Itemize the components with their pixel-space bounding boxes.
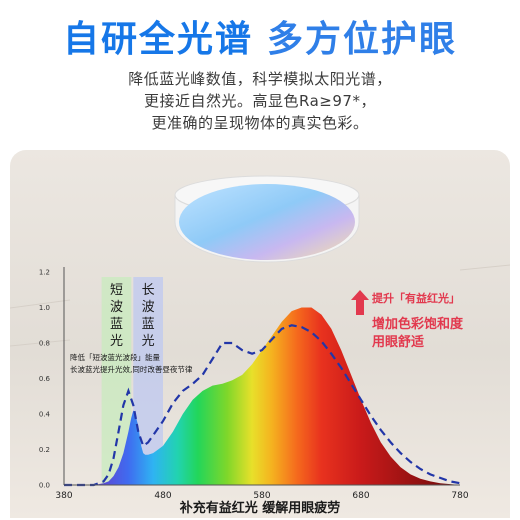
band-note-line-2: 长波蓝光提升光效,同时改善昼夜节律 (70, 364, 193, 374)
annotation-main-line-2: 用眼舒适 (371, 334, 424, 350)
headline-part1: 自研全光谱 (62, 19, 253, 60)
band-note-line-1: 降低「短波蓝光波段」能量 (70, 352, 160, 362)
subtitle-line-2: 更接近自然光。高显色Ra≥97*， (144, 92, 376, 110)
band-label-char: 光 (142, 334, 155, 349)
annotation-main-line-1: 增加色彩饱和度 (372, 316, 464, 332)
subtitle-line-3: 更准确的呈现物体的真实色彩。 (151, 114, 369, 132)
y-tick-label: 0.2 (39, 446, 50, 454)
y-tick-label: 0.6 (39, 375, 51, 383)
band-label-char: 波 (110, 300, 123, 315)
annotation-boost-red: 提升「有益红光」 (372, 291, 460, 305)
y-tick-label: 1.2 (39, 269, 50, 277)
headline: 自研全光谱 多方位护眼 (0, 10, 520, 62)
x-tick-label: 680 (352, 491, 369, 501)
spectrum-panel: 短波蓝光长波蓝光 0.0 0.2 0.4 0.6 0.8 1.0 1.2 380 480 580 6… (10, 150, 510, 518)
reference-dashed-curve (64, 324, 461, 487)
band-label-char: 短 (110, 283, 123, 298)
band-label-char: 长 (142, 283, 155, 298)
headline-part2: 多方位护眼 (267, 19, 458, 60)
wall-decoration (10, 264, 510, 347)
band-label-char: 蓝 (142, 317, 155, 332)
y-tick-label: 1.0 (39, 304, 50, 312)
y-tick-label: 0.8 (39, 340, 50, 348)
spectrum-area (64, 307, 460, 485)
x-tick-label: 380 (55, 491, 72, 501)
x-tick-label: 580 (253, 491, 270, 501)
up-arrow-icon (351, 290, 369, 315)
band-label-char: 蓝 (110, 317, 123, 332)
band-label-char: 光 (110, 334, 123, 349)
subtitle-line-1: 降低蓝光峰数值，科学模拟太阳光谱， (128, 70, 392, 88)
y-tick-label: 0.4 (39, 411, 51, 419)
x-tick-label: 480 (154, 491, 171, 501)
ceiling-lamp-image (174, 175, 360, 263)
chart-caption: 补充有益红光 缓解用眼疲劳 (179, 500, 341, 516)
x-tick-label: 780 (451, 491, 468, 501)
band-label-char: 波 (142, 300, 155, 315)
y-tick-label: 0.0 (39, 482, 50, 490)
